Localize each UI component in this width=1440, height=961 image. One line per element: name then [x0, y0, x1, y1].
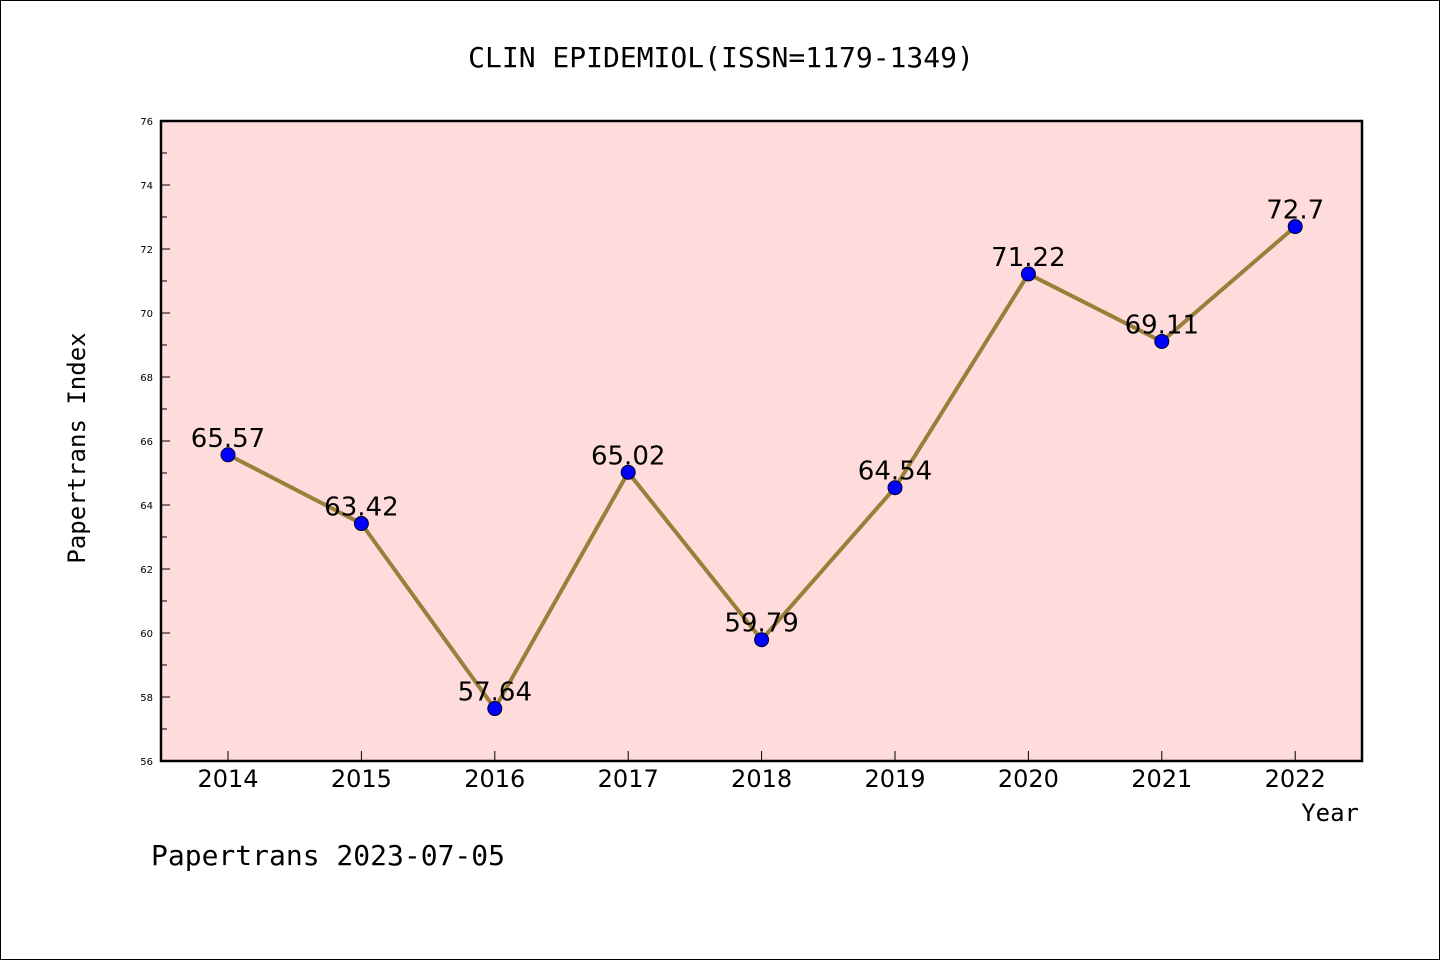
data-point [487, 701, 503, 717]
x-tick-label: 2019 [864, 765, 925, 793]
data-label: 69.11 [1125, 310, 1199, 340]
data-point [620, 464, 636, 480]
y-tick-label: 60 [140, 629, 153, 640]
data-point [887, 480, 903, 496]
data-label: 65.02 [591, 441, 665, 471]
x-tick-label: 2020 [998, 765, 1059, 793]
x-tick-label: 2016 [464, 765, 525, 793]
y-tick-label: 76 [140, 117, 153, 128]
data-label: 65.57 [191, 424, 265, 454]
footer-text: Papertrans 2023-07-05 [151, 839, 505, 872]
data-label: 57.64 [458, 678, 532, 708]
y-tick-label: 56 [140, 757, 153, 768]
data-point [754, 632, 770, 648]
y-axis: 56 58 60 62 64 66 68 70 72 74 76 [140, 117, 170, 768]
y-tick-label: 66 [140, 437, 153, 448]
y-tick-label: 68 [140, 373, 153, 384]
y-tick-label: 62 [140, 565, 153, 576]
data-label: 63.42 [324, 493, 398, 523]
x-tick-label: 2017 [598, 765, 659, 793]
plot-frame [159, 119, 1364, 763]
y-tick-label: 58 [140, 693, 153, 704]
plot-area [161, 121, 1362, 761]
data-point [1287, 219, 1303, 235]
y-tick-label: 70 [140, 309, 153, 320]
data-point [1154, 333, 1170, 349]
data-point [1020, 266, 1036, 282]
x-tick-label: 2022 [1265, 765, 1326, 793]
y-tick-label: 64 [140, 501, 153, 512]
data-label: 64.54 [858, 457, 932, 487]
data-point [353, 516, 369, 532]
x-axis: 2014 2015 2016 2017 2018 2019 2020 2021 2022 [197, 751, 1326, 793]
series-line-group [220, 219, 1303, 717]
x-axis-label: Year [1301, 799, 1359, 827]
chart-title: CLIN EPIDEMIOL(ISSN=1179-1349) [468, 41, 974, 74]
y-tick-label: 72 [140, 245, 153, 256]
x-tick-label: 2021 [1131, 765, 1192, 793]
data-label: 71.22 [991, 243, 1065, 273]
data-label: 72.7 [1266, 196, 1324, 226]
data-label-group: 65.57 63.42 57.64 65.02 59.79 64.54 71.22 69.11… [191, 196, 1324, 708]
data-point [220, 447, 236, 463]
x-tick-label: 2015 [331, 765, 392, 793]
y-axis-label: Papertrans Index [63, 332, 91, 563]
data-label: 59.79 [724, 609, 798, 639]
x-tick-label: 2018 [731, 765, 792, 793]
x-tick-label: 2014 [197, 765, 258, 793]
y-tick-label: 74 [140, 181, 153, 192]
